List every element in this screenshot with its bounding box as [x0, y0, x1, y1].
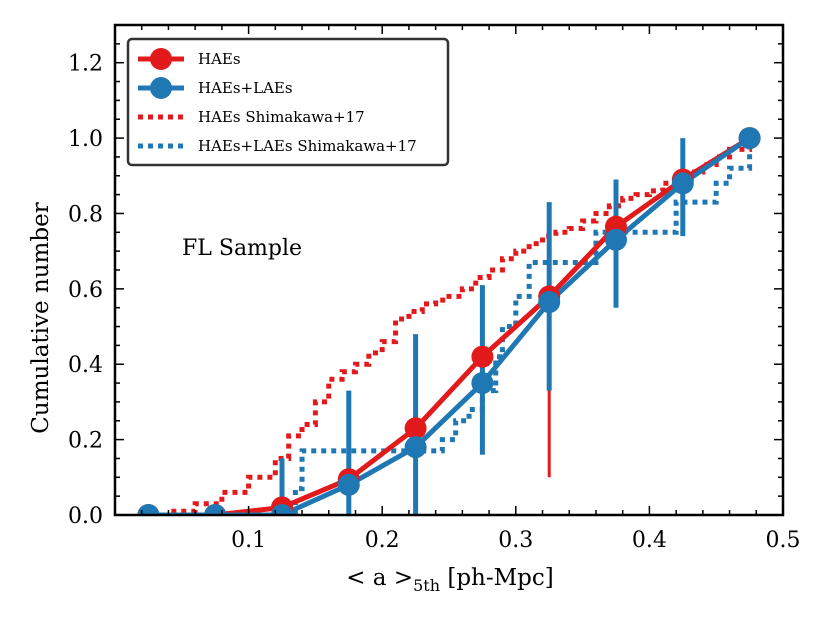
x-axis-label-suffix: [ph-Mpc] [440, 565, 554, 591]
x-axis-label: < a >5th [ph-Mpc] [346, 565, 554, 595]
y-tick-label: 0.8 [68, 202, 103, 227]
data-point-haes-laes [605, 228, 627, 251]
ticks [115, 25, 784, 516]
series-line-haes-laes [148, 136, 752, 515]
data-point-haes-laes [671, 172, 694, 195]
data-point-haes-laes [471, 372, 494, 395]
annotation-fl-sample: FL Sample [182, 236, 302, 261]
tick-labels: 0.1 0.2 0.3 0.4 0.5 0.0 0.2 0.4 0.6 0.8 1.0 1.2 [68, 52, 801, 553]
y-tick-label: 0.2 [68, 429, 103, 454]
x-tick-label: 0.4 [632, 528, 667, 553]
y-tick-label: 1.2 [68, 52, 103, 77]
x-tick-label: 0.1 [231, 528, 266, 553]
data-point-haes-laes [738, 127, 761, 150]
y-tick-label: 1.0 [68, 127, 103, 152]
x-tick-label: 0.5 [766, 528, 801, 553]
legend-label-haes-shimakawa-17: HAEs Shimakawa+17 [198, 108, 365, 126]
legend: HAEs HAEs+LAEs HAEs Shimakawa+17 HAEs+LAEs … [126, 37, 450, 167]
legend-box [126, 37, 450, 167]
data-point-haes-laes [204, 504, 227, 515]
data-point-haes [471, 345, 494, 368]
legend-label-haes-laes: HAEs+LAEs [198, 79, 293, 97]
series-line-haes [148, 135, 751, 515]
y-tick-label: 0.0 [68, 504, 103, 529]
y-tick-label: 0.4 [68, 353, 103, 378]
y-tick-label: 0.6 [68, 278, 103, 303]
legend-label-haes-laes-shimakawa-17: HAEs+LAEs Shimakawa+17 [198, 137, 417, 155]
x-axis-label-subscript: 5th [413, 576, 440, 595]
legend-label-haes: HAEs [198, 50, 241, 68]
y-axis-label: Cumulative number [28, 202, 54, 433]
data-point-haes-laes [538, 291, 561, 314]
data-point-haes [404, 417, 427, 440]
x-tick-label: 0.2 [365, 528, 400, 553]
legend-marker-haes-laes [150, 77, 172, 99]
data-point-haes-laes [337, 473, 360, 496]
data-point-haes-laes [404, 436, 427, 459]
data-point-haes-laes [137, 504, 160, 515]
plot-content [137, 127, 761, 515]
data-point-haes-laes [271, 504, 293, 515]
x-tick-label: 0.3 [498, 528, 533, 553]
legend-marker-haes [150, 48, 172, 70]
x-axis-label-main: < a > [346, 565, 413, 591]
